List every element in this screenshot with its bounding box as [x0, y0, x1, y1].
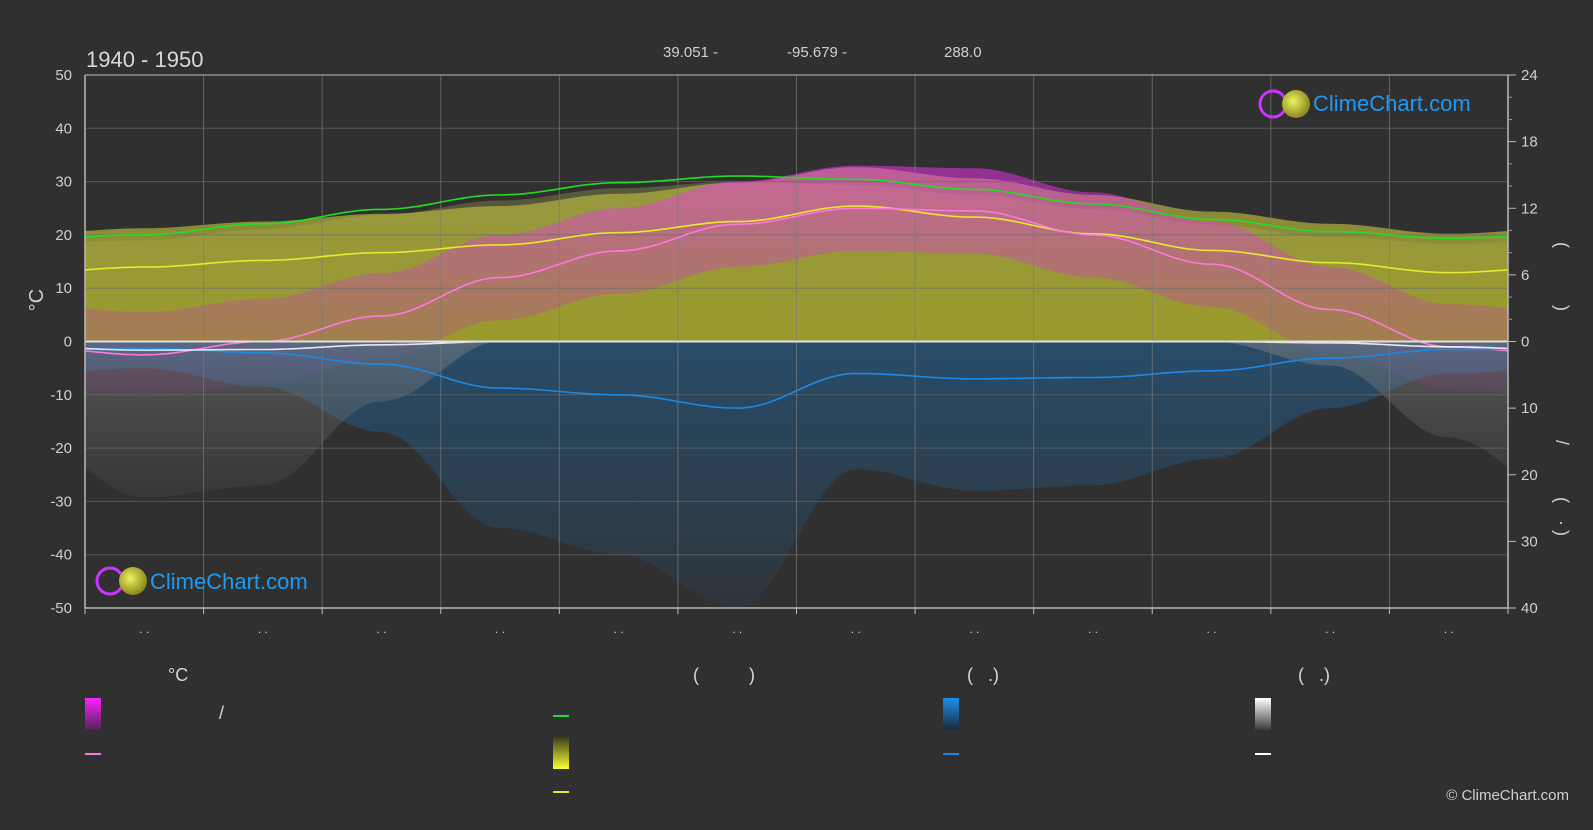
y-tick-right-label: 40 — [1521, 600, 1538, 617]
x-tick-label: . . — [969, 622, 979, 636]
x-tick-label: . . — [495, 622, 505, 636]
legend-slash: / — [219, 703, 225, 723]
y-tick-right-label: 6 — [1521, 267, 1529, 284]
y-tick-left-label: 30 — [55, 174, 72, 191]
x-tick-label: . . — [1325, 622, 1335, 636]
x-tick-label: . . — [258, 622, 268, 636]
right-axis-mark-1: ( — [1552, 242, 1572, 248]
x-tick-label: . . — [1444, 622, 1454, 636]
right-axis-mark-4: ( — [1552, 497, 1572, 503]
x-tick-label: . . — [732, 622, 742, 636]
y-tick-right-label: 10 — [1521, 400, 1538, 417]
y-tick-right-label: 12 — [1521, 200, 1538, 217]
y-tick-right-label: 30 — [1521, 533, 1538, 550]
logo-sun-icon — [119, 567, 147, 595]
legend-snow-swatch — [1255, 698, 1271, 730]
legend-daylight-line — [553, 715, 569, 717]
legend-temp-mean-line — [85, 753, 101, 755]
latitude-label: 39.051 - — [663, 44, 718, 61]
rain-line — [84, 347, 1509, 409]
chart-axes: 50 40 30 20 10 0 -10 -20 -30 -40 -50 24 18 12 6 0 10 20 30… — [50, 67, 1537, 636]
right-axis-mark-3: / — [1552, 440, 1572, 445]
logo-text-bottom[interactable]: ClimeChart.com — [150, 569, 308, 594]
elevation-label: 288.0 — [944, 44, 982, 61]
legend-temp-range-swatch — [85, 698, 101, 730]
x-tick-label: . . — [139, 622, 149, 636]
x-tick-label: . . — [614, 622, 624, 636]
y-axis-left-label: °C — [26, 289, 48, 311]
sunshine-line — [84, 205, 1509, 274]
y-tick-right-label: 24 — [1521, 67, 1538, 84]
y-tick-left-label: -10 — [50, 387, 72, 404]
y-tick-right-label: 20 — [1521, 467, 1538, 484]
temperature-mean-line — [84, 207, 1509, 356]
y-tick-right-label: 18 — [1521, 134, 1538, 151]
y-tick-left-label: -20 — [50, 440, 72, 457]
right-axis-mark-5: · — [1552, 520, 1572, 526]
y-tick-left-label: -50 — [50, 600, 72, 617]
legend-col4-header: ( .) — [1298, 665, 1330, 685]
y-tick-left-label: 20 — [55, 227, 72, 244]
x-tick-label: . . — [376, 622, 386, 636]
longitude-label: -95.679 - — [787, 44, 847, 61]
logo-sun-icon — [1282, 90, 1310, 118]
legend-col3-header: ( .) — [967, 665, 999, 685]
copyright-text: © ClimeChart.com — [1446, 787, 1569, 804]
legend-rain-swatch — [943, 698, 959, 730]
chart-lines — [84, 175, 1509, 409]
legend-sunshine-swatch — [553, 737, 569, 769]
right-axis-mark-2: ) — [1552, 305, 1572, 311]
y-tick-left-label: -30 — [50, 493, 72, 510]
legend-temp-header: °C — [168, 665, 189, 685]
legend-rain-line — [943, 753, 959, 755]
y-tick-left-label: -40 — [50, 547, 72, 564]
logo-bottom — [95, 566, 147, 596]
x-tick-label: . . — [1088, 622, 1098, 636]
legend-sunshine-line — [553, 791, 569, 793]
y-tick-left-label: 40 — [55, 120, 72, 137]
y-tick-left-label: 10 — [55, 280, 72, 297]
x-tick-label: . . — [1207, 622, 1217, 636]
logo-top — [1258, 89, 1310, 119]
y-tick-left-label: 50 — [55, 67, 72, 84]
y-tick-right-label: 0 — [1521, 334, 1529, 351]
x-tick-label: . . — [851, 622, 861, 636]
legend-col2-header: ( ) — [693, 665, 755, 685]
logo-text-top[interactable]: ClimeChart.com — [1313, 91, 1471, 116]
right-axis-mark-6: ) — [1552, 530, 1572, 536]
y-tick-left-label: 0 — [64, 334, 72, 351]
daylight-line — [84, 175, 1509, 239]
chart-title: 1940 - 1950 — [86, 47, 203, 72]
legend-snow-line — [1255, 753, 1271, 755]
